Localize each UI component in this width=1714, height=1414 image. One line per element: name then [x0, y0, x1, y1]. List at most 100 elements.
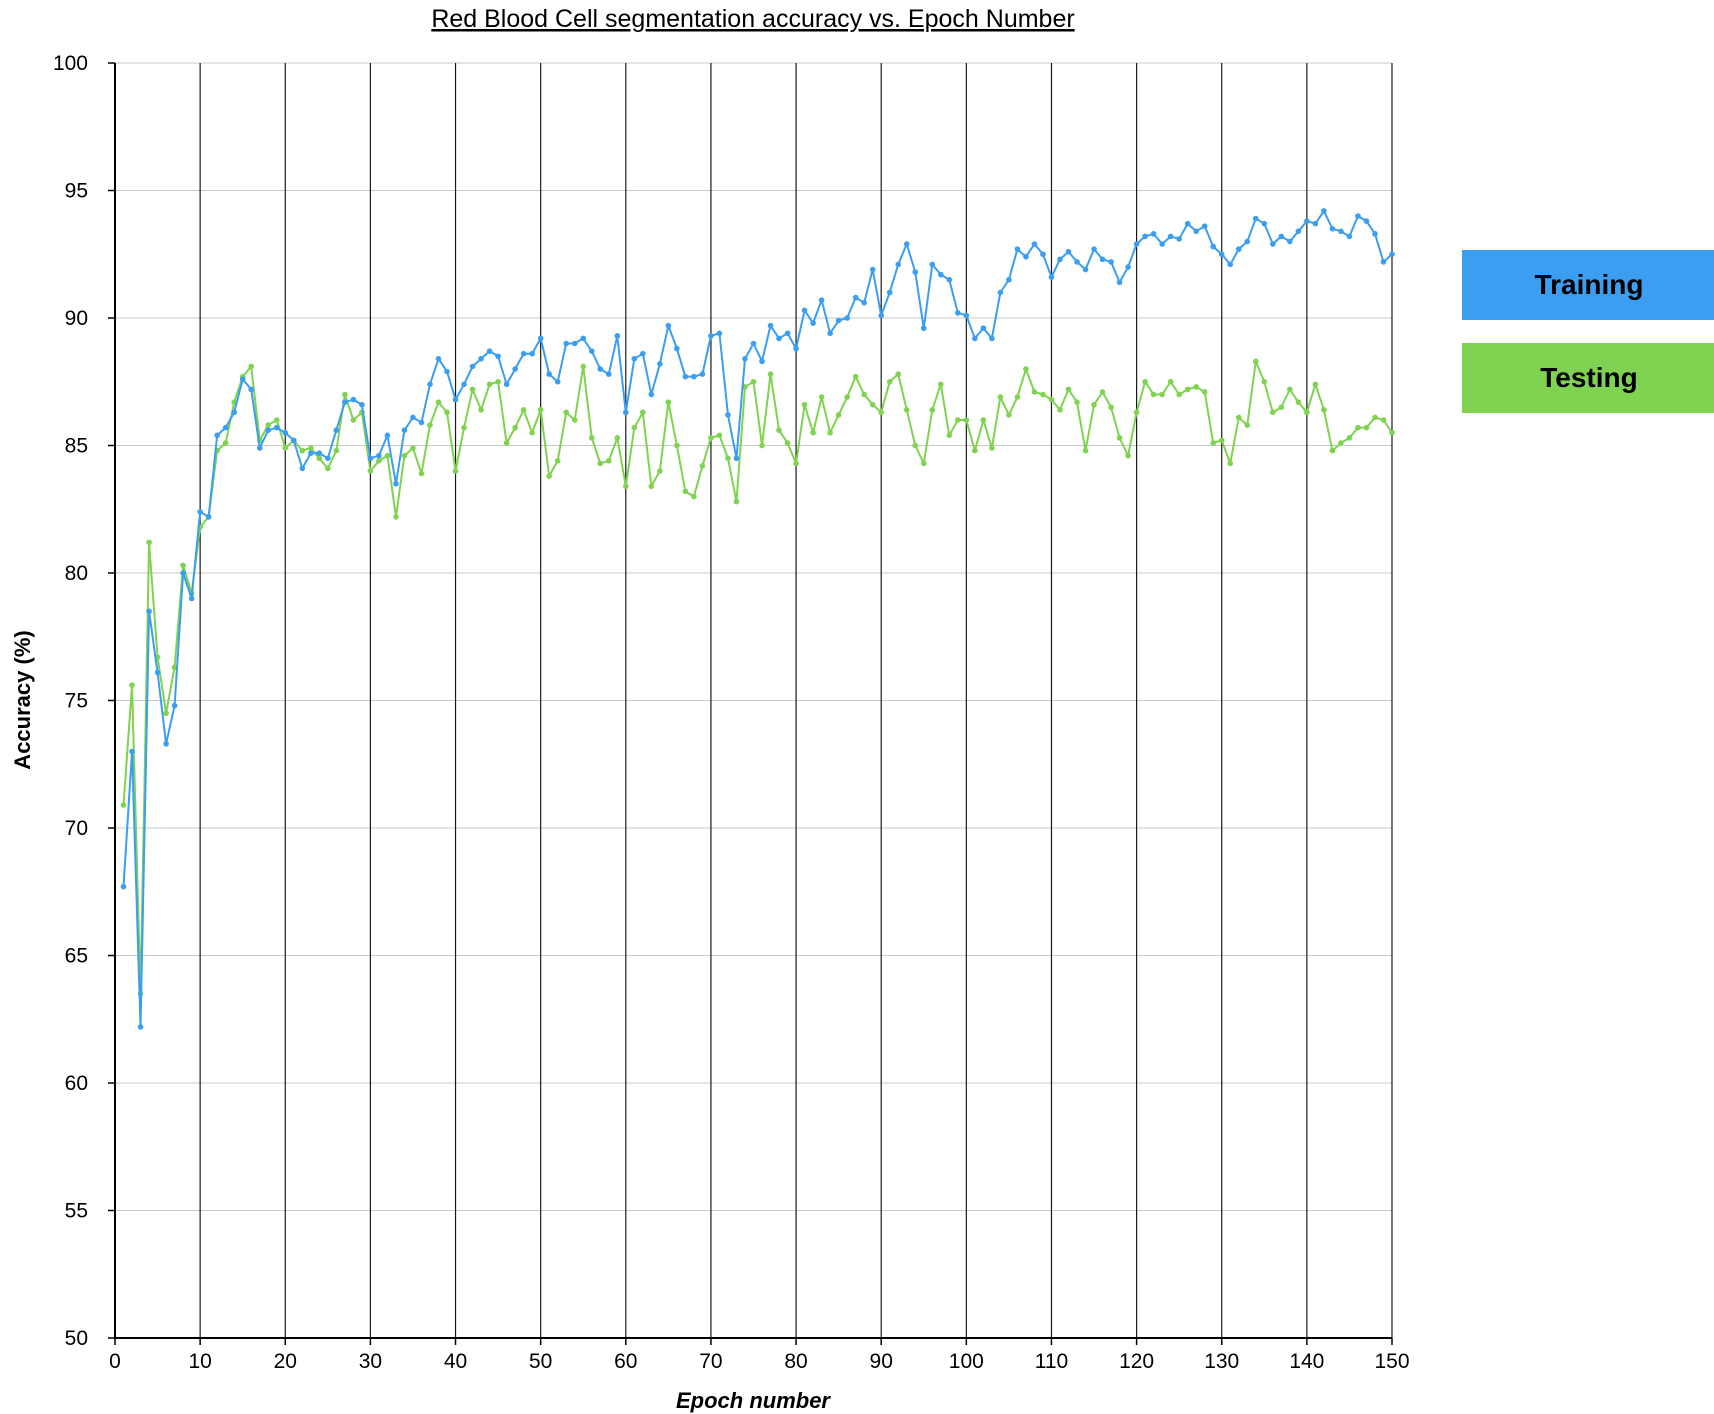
training-point [623, 409, 629, 416]
training-point [146, 608, 152, 615]
training-point [708, 333, 714, 339]
testing-point [350, 417, 357, 423]
training-point [1346, 233, 1353, 240]
testing-point [367, 468, 374, 474]
training-point [248, 386, 255, 393]
testing-point [1372, 414, 1378, 421]
testing-line [122, 360, 1393, 995]
testing-point [605, 458, 612, 464]
training-point [1184, 220, 1191, 227]
testing-point [699, 463, 706, 469]
testing-point [588, 435, 595, 441]
testing-point [972, 447, 978, 454]
training-point [640, 350, 646, 357]
training-point [452, 396, 459, 403]
testing-point [1023, 366, 1029, 372]
x-axis-label: Epoch number [676, 1388, 831, 1413]
training-point [588, 348, 595, 354]
testing-point [1312, 381, 1319, 388]
testing-point [597, 460, 604, 467]
testing-point [376, 458, 382, 464]
testing-point [1074, 399, 1080, 405]
testing-point [495, 378, 501, 385]
testing-point [1150, 391, 1157, 398]
training-point [418, 419, 425, 426]
testing-point [512, 424, 518, 431]
testing-point [1108, 404, 1114, 411]
x-tick-label: 0 [109, 1350, 121, 1373]
training-point [1355, 213, 1361, 219]
training-point [912, 269, 919, 275]
testing-point [461, 424, 467, 431]
grid [115, 62, 1393, 1338]
training-point [580, 335, 587, 342]
y-tick-label: 70 [65, 817, 88, 840]
testing-point [1270, 409, 1276, 416]
testing-point [818, 394, 825, 400]
training-point [154, 669, 161, 676]
testing-point [980, 417, 987, 423]
testing-point [682, 488, 689, 495]
training-point [861, 299, 867, 306]
training-point [486, 348, 493, 354]
testing-point [580, 363, 587, 370]
training-point [1235, 246, 1242, 252]
y-tick-label: 90 [65, 307, 88, 330]
x-tick-label: 10 [188, 1350, 211, 1373]
testing-point [1176, 391, 1182, 398]
x-tick-label: 130 [1204, 1350, 1239, 1373]
training-point [776, 335, 782, 342]
testing-point [342, 391, 348, 398]
training-point [946, 276, 953, 283]
training-point [767, 322, 774, 329]
y-tick-label: 55 [65, 1200, 88, 1223]
chart-title: Red Blood Cell segmentation accuracy vs.… [431, 5, 1074, 33]
training-point [614, 333, 621, 339]
training-point [299, 465, 306, 472]
training-point [972, 335, 978, 342]
testing-point [503, 440, 510, 446]
testing-point [1201, 389, 1208, 395]
testing-point [316, 455, 323, 462]
training-point [929, 261, 936, 268]
training-line [122, 209, 1393, 1028]
testing-point [469, 386, 476, 393]
testing-point [852, 373, 859, 380]
testing-point [869, 401, 876, 408]
testing-point [1218, 437, 1225, 444]
training-point [325, 455, 331, 462]
training-point [895, 261, 902, 268]
training-point [733, 455, 740, 462]
x-tick-label: 60 [614, 1350, 637, 1373]
y-tick-label: 85 [65, 435, 88, 458]
training-point [665, 322, 672, 329]
training-point [1218, 251, 1225, 258]
training-point [742, 356, 748, 362]
testing-point [1380, 417, 1387, 423]
testing-point [708, 435, 714, 441]
training-point [784, 330, 791, 337]
testing-point [520, 407, 527, 413]
training-point [1159, 241, 1165, 247]
testing-point [1116, 435, 1123, 441]
training-point [1040, 251, 1046, 258]
training-point [1099, 256, 1106, 263]
training-point [239, 376, 246, 383]
series [120, 208, 1395, 1030]
training-point [793, 345, 799, 352]
testing-point [614, 435, 621, 441]
training-point [129, 748, 135, 755]
testing-point [903, 407, 910, 413]
testing-point [657, 468, 663, 474]
training-point [308, 450, 314, 456]
training-point [120, 883, 127, 890]
training-point [903, 241, 910, 247]
training-point [231, 409, 237, 416]
training-point [1048, 274, 1055, 281]
testing-point [997, 394, 1004, 400]
y-tick-label: 50 [65, 1327, 88, 1350]
training-point [835, 317, 842, 324]
training-point [818, 297, 825, 303]
training-point [699, 371, 706, 377]
testing-point [1159, 391, 1165, 398]
